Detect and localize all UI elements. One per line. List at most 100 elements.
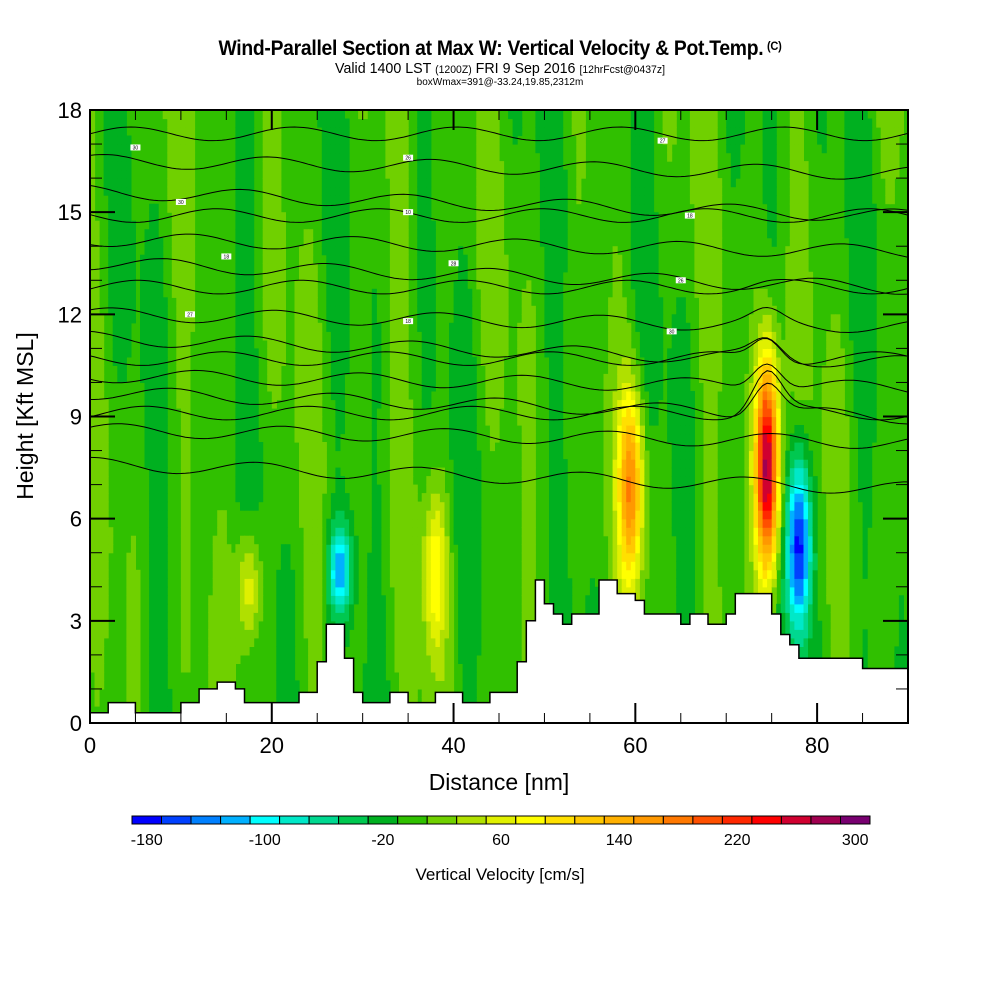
field-cell [394, 391, 400, 401]
field-cell [549, 544, 555, 554]
field-cell [167, 127, 173, 137]
field-cell [244, 314, 250, 324]
field-cell [553, 569, 559, 579]
field-cell [344, 178, 350, 188]
field-cell [208, 612, 214, 622]
field-cell [240, 297, 246, 307]
field-cell [576, 152, 582, 162]
field-cell [153, 586, 159, 596]
field-cell [94, 254, 100, 264]
field-cell [394, 484, 400, 494]
field-cell [280, 663, 286, 673]
field-cell [330, 271, 336, 281]
field-cell [149, 501, 155, 511]
field-cell [126, 637, 132, 647]
field-cell [158, 629, 164, 639]
field-cell [217, 544, 223, 554]
field-cell [149, 493, 155, 503]
field-cell [458, 527, 464, 537]
field-cell [403, 203, 409, 213]
field-cell [603, 425, 609, 435]
field-cell [285, 663, 291, 673]
field-cell [403, 110, 409, 120]
field-cell [621, 348, 627, 358]
field-cell [176, 144, 182, 154]
field-cell [658, 305, 664, 315]
field-cell [562, 212, 568, 222]
field-cell [153, 373, 159, 383]
field-cell [317, 476, 323, 486]
field-cell [235, 569, 241, 579]
field-cell [394, 408, 400, 418]
field-cell [130, 629, 136, 639]
field-cell [126, 186, 132, 196]
field-cell [426, 280, 432, 290]
field-cell [689, 110, 695, 120]
field-cell [253, 578, 259, 588]
field-cell [658, 314, 664, 324]
field-cell [408, 612, 414, 622]
field-cell [244, 459, 250, 469]
field-cell [235, 178, 241, 188]
field-cell [685, 501, 691, 511]
field-cell [412, 578, 418, 588]
field-cell [471, 442, 477, 452]
field-cell [676, 314, 682, 324]
field-cell [108, 297, 114, 307]
field-cell [408, 510, 414, 520]
field-cell [135, 663, 141, 673]
field-cell [335, 220, 341, 230]
field-cell [130, 271, 136, 281]
field-cell [335, 356, 341, 366]
field-cell [562, 178, 568, 188]
field-cell [467, 356, 473, 366]
field-cell [312, 459, 318, 469]
field-cell [526, 280, 532, 290]
field-cell [344, 305, 350, 315]
field-cell [444, 493, 450, 503]
field-cell [280, 680, 286, 690]
field-cell [426, 578, 432, 588]
field-cell [389, 195, 395, 205]
field-cell [153, 629, 159, 639]
field-cell [108, 135, 114, 145]
field-cell [308, 399, 314, 409]
field-cell [303, 578, 309, 588]
field-cell [680, 322, 686, 332]
field-cell [240, 169, 246, 179]
field-cell [344, 569, 350, 579]
field-cell [185, 535, 191, 545]
field-cell [549, 561, 555, 571]
field-cell [176, 152, 182, 162]
field-cell [399, 501, 405, 511]
field-cell [158, 518, 164, 528]
field-cell [271, 144, 277, 154]
field-cell [117, 305, 123, 315]
field-cell [149, 433, 155, 443]
field-cell [376, 527, 382, 537]
field-cell [230, 578, 236, 588]
field-cell [421, 118, 427, 128]
field-cell [412, 493, 418, 503]
field-cell [312, 271, 318, 281]
field-cell [162, 629, 168, 639]
field-cell [703, 552, 709, 562]
field-cell [399, 552, 405, 562]
field-cell [612, 510, 618, 520]
field-cell [299, 476, 305, 486]
field-cell [635, 442, 641, 452]
field-cell [685, 535, 691, 545]
field-cell [639, 450, 645, 460]
field-cell [185, 510, 191, 520]
field-cell [458, 654, 464, 664]
field-cell [330, 229, 336, 239]
field-cell [403, 135, 409, 145]
field-cell [526, 552, 532, 562]
field-cell [235, 195, 241, 205]
field-cell [376, 595, 382, 605]
field-cell [553, 229, 559, 239]
field-cell [176, 391, 182, 401]
field-cell [462, 646, 468, 656]
field-cell [471, 450, 477, 460]
field-cell [149, 416, 155, 426]
